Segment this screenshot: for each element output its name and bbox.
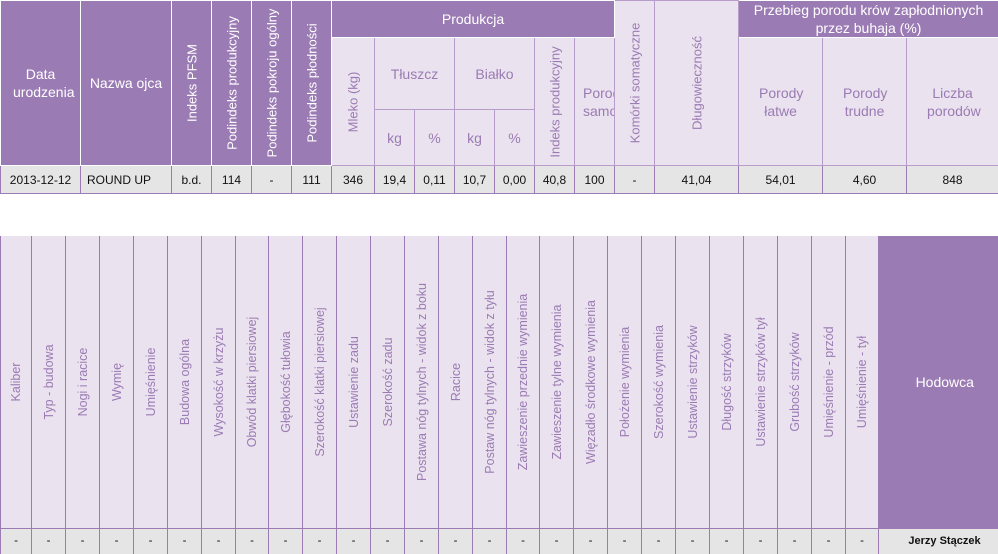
header-production-index: Indeks produkcyjny: [534, 37, 575, 166]
trait-header: Nogi i racice: [65, 236, 100, 528]
cell-fat-pct: 0,11: [414, 165, 455, 194]
cell-birth-date: 2013-12-12: [0, 165, 81, 194]
trait-header: Głębokość tułowia: [268, 236, 303, 528]
trait-header: Wysokość w krzyżu: [201, 236, 236, 528]
trait-value: -: [539, 527, 574, 554]
trait-header: Ustawienie strzyków: [675, 236, 710, 528]
header-birth-date: Data urodzenia: [0, 0, 81, 166]
trait-header: Szerokość wymienia: [641, 236, 676, 528]
trait-header: Budowa ogólna: [167, 236, 202, 528]
cell-calving-unassisted: 41,04: [654, 165, 740, 194]
trait-header: Umięśnienie - tył: [845, 236, 879, 528]
trait-value: -: [472, 527, 507, 554]
trait-header: Wymię: [99, 236, 134, 528]
header-calving-course: Przebieg porodu krów zapłodnionych przez…: [738, 0, 998, 38]
header-protein-pct: %: [494, 109, 535, 166]
header-fat-pct: %: [414, 109, 455, 166]
trait-value: -: [845, 527, 879, 554]
trait-value: -: [573, 527, 608, 554]
trait-header: Racice: [438, 236, 473, 528]
header-pfsm-index: Indeks PFSM: [171, 0, 212, 166]
trait-value: -: [201, 527, 236, 554]
header-protein: Białko: [454, 37, 535, 110]
cell-protein-kg: 10,7: [454, 165, 495, 194]
header-protein-kg: kg: [454, 109, 495, 166]
header-calving-unassisted: Porody samodzielne: [573, 37, 616, 166]
header-somatic-cells: Komórki somatyczne: [614, 0, 656, 166]
trait-header: Umięśnienie - przód: [811, 236, 846, 528]
trait-value: -: [65, 527, 100, 554]
trait-header: Położenie wymienia: [607, 236, 642, 528]
table-row: - - - - - - - - - - - - - - - - - - - - - - - - - - Jerzy Stączek: [0, 527, 998, 554]
header-calving-difficult: Porody trudne: [822, 37, 908, 166]
trait-value: -: [641, 527, 676, 554]
cell-pfsm-index: b.d.: [171, 165, 212, 194]
trait-header: Zawieszenie przednie wymienia: [506, 236, 540, 528]
header-sire-name: Nazwa ojca: [80, 0, 172, 166]
cell-somatic-cells: 100: [573, 165, 616, 194]
cell-calving-easy: 54,01: [738, 165, 824, 194]
cell-breeder: Jerzy Stączek: [878, 527, 998, 554]
table-row: 2013-12-12 ROUND UP b.d. 114 - 111 346 1…: [0, 165, 998, 194]
header-longevity: Długowieczność: [654, 0, 740, 166]
trait-value: -: [336, 527, 371, 554]
trait-header: Ustawienie zadu: [336, 236, 371, 528]
trait-value: -: [404, 527, 439, 554]
trait-value: -: [709, 527, 744, 554]
header-breeder: Hodowca: [878, 236, 998, 528]
cell-milk: 346: [331, 165, 375, 194]
trait-value: -: [811, 527, 846, 554]
trait-header: Kaliber: [0, 236, 32, 528]
trait-value: -: [607, 527, 642, 554]
trait-header: Obwód klatki piersiowej: [235, 236, 269, 528]
trait-value: -: [370, 527, 405, 554]
trait-header: Postawa nóg tylnych - widok z boku: [404, 236, 439, 528]
trait-value: -: [268, 527, 303, 554]
header-conformation-subindex: Podindeks pokroju ogólny: [251, 0, 292, 166]
trait-value: -: [31, 527, 66, 554]
trait-header: Długość strzyków: [709, 236, 744, 528]
cell-fertility-subindex: 111: [291, 165, 332, 194]
cell-calving-count: 848: [906, 165, 998, 194]
trait-header: Szerokość klatki piersiowej: [302, 236, 337, 528]
trait-value: -: [743, 527, 778, 554]
trait-header-row: Kaliber Typ - budowa Nogi i racice Wymię Umi…: [0, 236, 998, 528]
header-calving-count: Liczba porodów: [906, 37, 998, 166]
cell-calving-difficult: 4,60: [822, 165, 908, 194]
cell-protein-pct: 0,00: [494, 165, 535, 194]
conformation-traits-table: Kaliber Typ - budowa Nogi i racice Wymię Umi…: [0, 236, 998, 554]
trait-value: -: [133, 527, 168, 554]
sire-evaluation-table: Data urodzenia Nazwa ojca Indeks PFSM Po…: [0, 0, 998, 194]
trait-value: -: [99, 527, 134, 554]
header-production: Produkcja: [330, 0, 616, 38]
trait-value: -: [0, 527, 32, 554]
cell-longevity: -: [614, 165, 656, 194]
trait-value: -: [675, 527, 710, 554]
cell-production-subindex: 114: [211, 165, 252, 194]
trait-header: Umięśnienie: [133, 236, 168, 528]
trait-header: Szerokość zadu: [370, 236, 405, 528]
trait-value: -: [302, 527, 337, 554]
cell-sire-name: ROUND UP: [80, 165, 172, 194]
trait-value: -: [506, 527, 540, 554]
trait-value: -: [438, 527, 473, 554]
trait-header: Zawieszenie tylne wymienia: [539, 236, 574, 528]
cell-conformation-subindex: -: [251, 165, 292, 194]
header-fat-kg: kg: [374, 109, 415, 166]
trait-header: Ustawienie strzyków tył: [743, 236, 778, 528]
trait-value: -: [167, 527, 202, 554]
header-production-subindex: Podindeks produkcyjny: [211, 0, 252, 166]
header-calving-easy: Porody łatwe: [738, 37, 824, 166]
trait-value: -: [777, 527, 812, 554]
header-milk: Mleko (kg): [331, 37, 375, 166]
header-fertility-subindex: Podindeks płodności: [291, 0, 332, 166]
trait-value: -: [235, 527, 269, 554]
cell-production-index: 40,8: [534, 165, 575, 194]
header-fat: Tłuszcz: [374, 37, 455, 110]
trait-header: Więzadło środkowe wymienia: [573, 236, 608, 528]
trait-header: Postaw nóg tylnych - widok z tyłu: [472, 236, 507, 528]
cell-fat-kg: 19,4: [374, 165, 415, 194]
trait-header: Typ - budowa: [31, 236, 66, 528]
trait-header: Grubość strzyków: [777, 236, 812, 528]
